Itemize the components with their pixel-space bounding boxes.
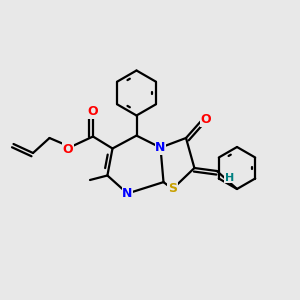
Text: O: O	[88, 105, 98, 119]
Text: O: O	[201, 113, 212, 126]
Text: N: N	[155, 141, 166, 154]
Text: H: H	[225, 172, 234, 183]
Text: N: N	[122, 187, 133, 200]
Text: O: O	[63, 143, 74, 156]
Text: S: S	[168, 182, 177, 196]
